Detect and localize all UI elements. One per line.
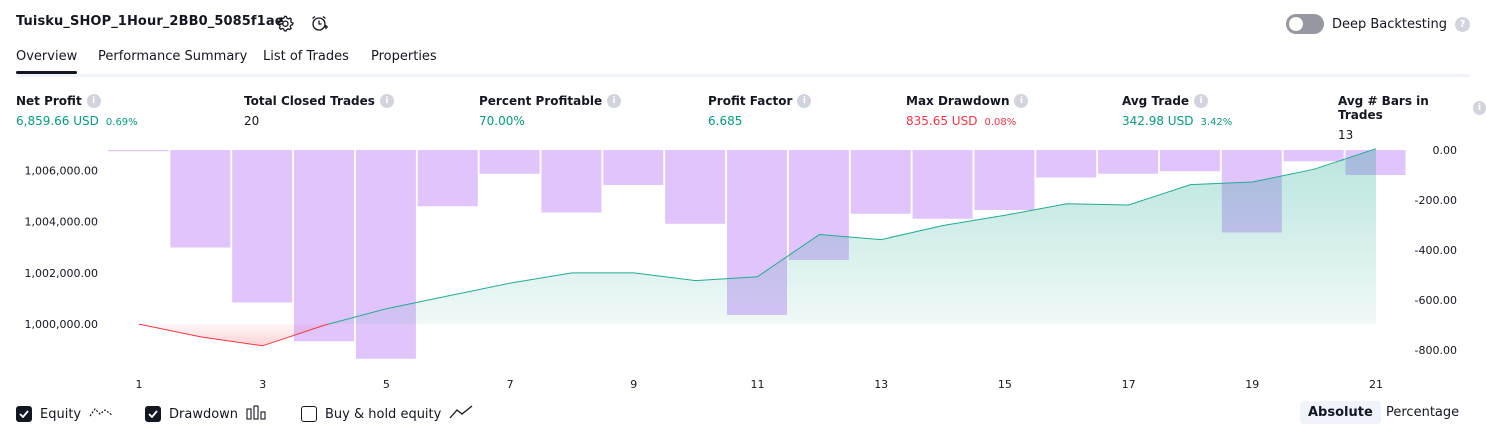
x-axis-tick: 3 bbox=[259, 378, 266, 391]
info-icon[interactable]: i bbox=[379, 94, 394, 108]
metric-net-profit: Net Profit i 6,859.66 USD 0.69% bbox=[16, 94, 138, 128]
metric-value: 6.685 bbox=[708, 114, 743, 128]
metric-label: Net Profit bbox=[16, 94, 82, 108]
absolute-button[interactable]: Absolute bbox=[1300, 401, 1381, 424]
legend-buy-hold-equity[interactable]: Buy & hold equity bbox=[301, 404, 473, 424]
metric-value: 20 bbox=[244, 114, 260, 128]
x-axis-tick: 15 bbox=[998, 378, 1012, 391]
x-axis-tick: 19 bbox=[1245, 378, 1259, 391]
y-axis-left-tick: 1,006,000.00 bbox=[25, 164, 98, 177]
strategy-title: Tuisku_SHOP_1Hour_2BB0_5085f1ae bbox=[16, 14, 284, 29]
trend-line-icon bbox=[449, 404, 473, 424]
x-axis-tick: 7 bbox=[507, 378, 514, 391]
info-icon[interactable]: i bbox=[797, 94, 812, 108]
drawdown-bar bbox=[417, 150, 478, 207]
drawdown-bar bbox=[541, 150, 602, 213]
drawdown-bar bbox=[1098, 150, 1159, 174]
tab-overview[interactable]: Overview bbox=[16, 49, 78, 74]
legend-label: Buy & hold equity bbox=[325, 406, 442, 422]
y-axis-right-tick: -200.00 bbox=[1415, 194, 1457, 207]
metric-label: Profit Factor bbox=[708, 94, 793, 108]
legend-drawdown[interactable]: Drawdown bbox=[145, 404, 268, 424]
metric-percent-profitable: Percent Profitable i 70.00% bbox=[479, 94, 622, 128]
drawdown-bar bbox=[1283, 150, 1344, 162]
settings-icon[interactable] bbox=[275, 13, 295, 33]
metric-max-drawdown: Max Drawdown i 835.65 USD 0.08% bbox=[906, 94, 1029, 128]
info-icon[interactable]: i bbox=[86, 94, 101, 108]
y-axis-right-tick: -800.00 bbox=[1415, 344, 1457, 357]
drawdown-bar bbox=[603, 150, 664, 185]
tab-performance-summary[interactable]: Performance Summary bbox=[98, 49, 248, 64]
tab-bar: Overview Performance Summary List of Tra… bbox=[16, 46, 1470, 77]
x-axis-tick: 11 bbox=[751, 378, 765, 391]
metric-value: 835.65 USD bbox=[906, 114, 978, 128]
metric-avg-trade: Avg Trade i 342.98 USD 3.42% bbox=[1122, 94, 1232, 128]
y-axis-left-tick: 1,004,000.00 bbox=[25, 216, 98, 229]
tab-properties[interactable]: Properties bbox=[371, 49, 437, 64]
x-axis-tick: 1 bbox=[136, 378, 143, 391]
info-icon[interactable]: i bbox=[607, 94, 622, 108]
deep-backtesting-toggle[interactable] bbox=[1285, 14, 1324, 34]
metric-value: 70.00% bbox=[479, 114, 525, 128]
metric-percent: 0.08% bbox=[984, 117, 1017, 128]
metric-profit-factor: Profit Factor i 6.685 bbox=[708, 94, 812, 128]
equity-positive-area bbox=[328, 148, 1376, 325]
y-axis-right-tick: -600.00 bbox=[1415, 294, 1457, 307]
drawdown-bar bbox=[974, 150, 1035, 210]
percentage-button[interactable]: Percentage bbox=[1386, 405, 1460, 420]
x-axis-tick: 17 bbox=[1122, 378, 1136, 391]
y-axis-right-tick: -400.00 bbox=[1415, 244, 1457, 257]
equity-checkbox[interactable] bbox=[16, 406, 32, 422]
x-axis-tick: 5 bbox=[383, 378, 390, 391]
deep-backtesting-label: Deep Backtesting bbox=[1331, 16, 1447, 32]
metric-label: Avg Trade bbox=[1122, 94, 1190, 108]
drawdown-bar bbox=[170, 150, 231, 248]
equity-negative-area bbox=[139, 324, 329, 346]
metric-label: Max Drawdown bbox=[906, 94, 1010, 108]
legend-label: Equity bbox=[40, 406, 82, 422]
metric-value: 13 bbox=[1338, 128, 1354, 142]
x-axis-tick: 9 bbox=[630, 378, 637, 391]
drawdown-bar bbox=[1036, 150, 1097, 178]
metric-value: 342.98 USD bbox=[1122, 114, 1194, 128]
drawdown-checkbox[interactable] bbox=[145, 406, 161, 422]
info-icon[interactable]: i bbox=[1472, 101, 1486, 115]
drawdown-bar bbox=[108, 150, 169, 152]
drawdown-bar bbox=[355, 150, 416, 359]
y-axis-right-tick: 0.00 bbox=[1433, 144, 1458, 157]
y-axis-left-tick: 1,000,000.00 bbox=[25, 318, 98, 331]
drawdown-bar bbox=[665, 150, 726, 224]
drawdown-bar bbox=[294, 150, 355, 342]
info-icon[interactable]: i bbox=[1194, 94, 1209, 108]
metric-label: Total Closed Trades bbox=[244, 94, 375, 108]
info-icon[interactable]: i bbox=[1014, 94, 1029, 108]
help-icon[interactable]: ? bbox=[1455, 16, 1470, 32]
equity-line-icon bbox=[89, 404, 113, 424]
metric-percent: 0.69% bbox=[105, 117, 138, 128]
drawdown-bar bbox=[232, 150, 293, 303]
x-axis-tick: 21 bbox=[1369, 378, 1383, 391]
buy-hold-checkbox[interactable] bbox=[301, 406, 317, 422]
drawdown-bar bbox=[850, 150, 911, 214]
deep-backtesting-control: Deep Backtesting ? bbox=[1285, 14, 1470, 34]
metric-value: 6,859.66 USD bbox=[16, 114, 99, 128]
bars-icon bbox=[246, 404, 268, 424]
x-axis-tick: 13 bbox=[874, 378, 888, 391]
legend-equity[interactable]: Equity bbox=[16, 404, 113, 424]
metric-total-closed-trades: Total Closed Trades i 20 bbox=[244, 94, 394, 128]
metric-percent: 3.42% bbox=[1200, 117, 1233, 128]
drawdown-bar bbox=[1159, 150, 1220, 172]
drawdown-bar bbox=[479, 150, 540, 174]
metric-avg-bars-in-trades: Avg # Bars in Trades i 13 bbox=[1338, 94, 1486, 142]
equity-drawdown-chart: 1,006,000.00 1,004,000.00 1,002,000.00 1,00… bbox=[25, 144, 1458, 391]
metric-label: Avg # Bars in Trades bbox=[1338, 94, 1429, 122]
equity-line bbox=[328, 148, 1377, 325]
equity-below-start-line bbox=[138, 323, 329, 347]
metric-label: Percent Profitable bbox=[479, 94, 603, 108]
tab-list-of-trades[interactable]: List of Trades bbox=[263, 49, 349, 64]
drawdown-bar bbox=[912, 150, 973, 219]
y-axis-left-tick: 1,002,000.00 bbox=[25, 267, 98, 280]
legend-label: Drawdown bbox=[169, 406, 239, 422]
alarm-clock-icon[interactable] bbox=[309, 13, 329, 33]
